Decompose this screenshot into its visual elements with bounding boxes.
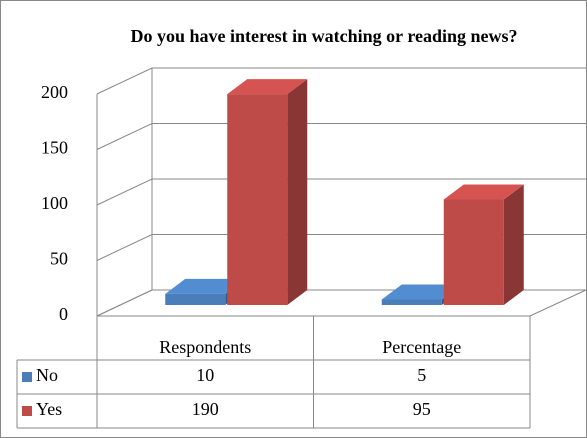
grid-line	[96, 178, 586, 206]
legend-label: Yes	[36, 399, 62, 419]
table-value: 5	[417, 365, 426, 385]
bar-face	[443, 199, 504, 305]
y-tick-label: 150	[41, 138, 68, 158]
grid-line	[96, 234, 586, 261]
chart-title: Do you have interest in watching or read…	[130, 26, 517, 46]
bar-face	[381, 284, 462, 300]
bar-face	[165, 293, 226, 305]
bar-face	[503, 184, 524, 305]
grid-line	[96, 67, 586, 95]
table-value: 95	[413, 399, 431, 419]
y-tick-label: 0	[59, 304, 68, 324]
bar-face	[381, 299, 442, 305]
legend-label: No	[36, 365, 58, 385]
y-tick-label: 100	[41, 193, 68, 213]
x-tick-label: Percentage	[382, 337, 461, 357]
bar-face	[227, 79, 308, 95]
table-value: 10	[196, 365, 214, 385]
x-tick-label: Respondents	[159, 337, 251, 357]
bar-face	[227, 94, 288, 305]
grid-line	[96, 123, 586, 150]
table-value: 190	[192, 399, 219, 419]
bar	[443, 184, 524, 305]
bar-face	[443, 184, 524, 200]
legend-swatch	[22, 372, 32, 382]
y-tick-label: 200	[41, 82, 68, 102]
y-tick-label: 50	[50, 249, 68, 269]
legend-swatch	[22, 406, 32, 416]
bar-face	[287, 79, 308, 305]
bar	[227, 79, 308, 305]
bar-face	[165, 278, 246, 294]
